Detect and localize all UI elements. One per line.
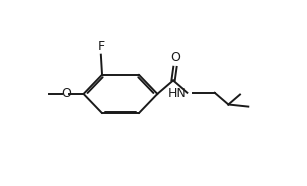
Text: O: O bbox=[170, 51, 180, 64]
Text: O: O bbox=[61, 87, 71, 100]
Text: F: F bbox=[97, 40, 104, 53]
Text: HN: HN bbox=[167, 87, 186, 100]
